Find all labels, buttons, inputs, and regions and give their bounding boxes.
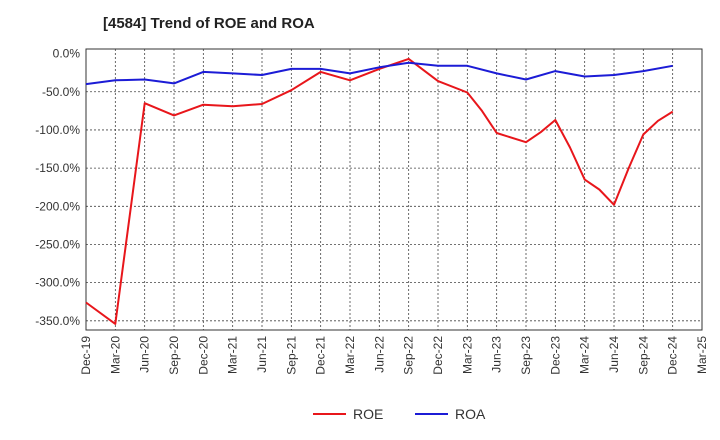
y-tick-label: -300.0% <box>35 276 80 290</box>
x-tick-label: Jun-22 <box>372 336 386 373</box>
y-tick-label: -350.0% <box>35 314 80 328</box>
y-tick-label: -100.0% <box>35 123 80 137</box>
y-tick-label: 0.0% <box>53 47 81 61</box>
y-tick-label: -50.0% <box>42 85 80 99</box>
x-tick-label: Sep-24 <box>636 336 650 375</box>
x-tick-labels: Dec-19 Mar-20 Jun-20 Sep-20 Dec-20 Mar-21 Jun-… <box>79 336 709 375</box>
x-tick-label: Dec-24 <box>666 336 680 375</box>
x-tick-label: Jun-20 <box>138 336 152 373</box>
x-tick-label: Dec-23 <box>548 336 562 375</box>
x-tick-label: Mar-24 <box>578 336 592 374</box>
y-tick-labels: 0.0% -50.0% -100.0% -150.0% -200.0% -250.0% -3… <box>35 47 80 328</box>
x-tick-label: Dec-22 <box>431 336 445 375</box>
y-tick-label: -250.0% <box>35 237 80 251</box>
legend-label-roe: ROE <box>353 406 383 422</box>
x-tick-label: Dec-20 <box>196 336 210 375</box>
x-tick-label: Mar-25 <box>695 336 709 374</box>
x-tick-label: Sep-21 <box>284 336 298 375</box>
x-tick-label: Mar-20 <box>108 336 122 374</box>
y-tick-label: -200.0% <box>35 199 80 213</box>
legend-label-roa: ROA <box>455 406 486 422</box>
x-tick-label: Dec-21 <box>314 336 328 375</box>
x-tick-label: Sep-22 <box>402 336 416 375</box>
series-line-roa <box>85 61 673 86</box>
x-tick-label: Mar-21 <box>226 336 240 374</box>
x-tick-label: Mar-23 <box>460 336 474 374</box>
chart-title: [4584] Trend of ROE and ROA <box>103 15 315 32</box>
grid-layer <box>86 49 702 330</box>
series-layer <box>85 57 674 325</box>
x-tick-label: Sep-23 <box>519 336 533 375</box>
x-tick-label: Dec-19 <box>79 336 93 375</box>
x-tick-label: Jun-23 <box>490 336 504 373</box>
x-tick-label: Jun-24 <box>607 336 621 373</box>
x-tick-label: Sep-20 <box>167 336 181 375</box>
legend: ROE ROA <box>313 406 486 422</box>
y-tick-label: -150.0% <box>35 161 80 175</box>
x-tick-label: Jun-21 <box>255 336 269 373</box>
plot-frame <box>85 48 703 331</box>
series-line-roe <box>85 57 674 325</box>
x-tick-label: Mar-22 <box>343 336 357 374</box>
